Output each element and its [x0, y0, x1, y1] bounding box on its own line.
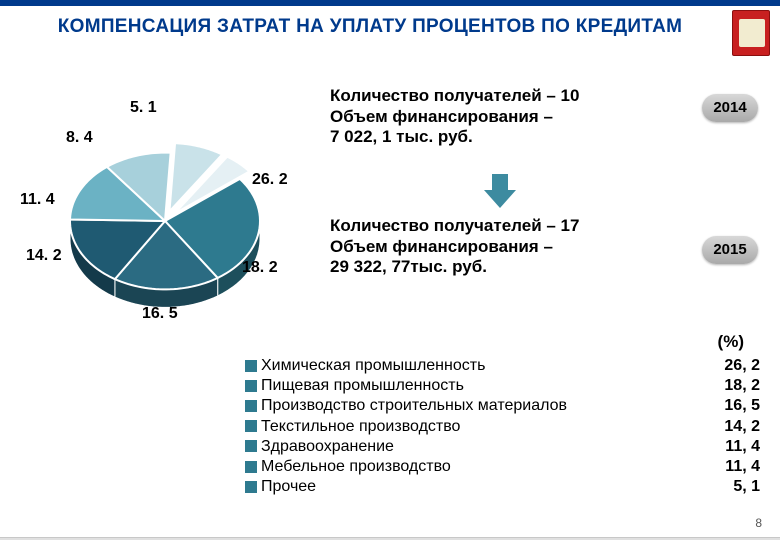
- legend-bullet-icon: [245, 360, 257, 372]
- stat-line: 7 022, 1 тыс. руб.: [330, 127, 579, 148]
- legend-item: Пищевая промышленность: [245, 376, 567, 395]
- legend-label: Пищевая промышленность: [261, 376, 464, 395]
- stats-2014: Количество получателей – 10 Объем финанс…: [330, 86, 579, 148]
- percent-label: (%): [718, 332, 744, 352]
- legend-item: Мебельное производство: [245, 457, 567, 476]
- legend-list: Химическая промышленностьПищевая промышл…: [245, 356, 567, 497]
- legend: Химическая промышленностьПищевая промышл…: [245, 356, 760, 497]
- legend-value: 11, 4: [724, 437, 760, 456]
- pie-slice-label: 14. 2: [26, 246, 62, 265]
- legend-value: 26, 2: [724, 356, 760, 375]
- year-badge-2014: 2014: [702, 94, 758, 122]
- legend-item: Здравоохранение: [245, 437, 567, 456]
- stat-line: Объем финансирования –: [330, 237, 579, 258]
- page-title: КОМПЕНСАЦИЯ ЗАТРАТ НА УПЛАТУ ПРОЦЕНТОВ П…: [20, 16, 720, 39]
- legend-label: Текстильное производство: [261, 417, 460, 436]
- stat-line: Количество получателей – 10: [330, 86, 579, 107]
- stat-line: Количество получателей – 17: [330, 216, 579, 237]
- stats-2015: Количество получателей – 17 Объем финанс…: [330, 216, 579, 278]
- legend-value: 11, 4: [724, 457, 760, 476]
- pie-slice-label: 16. 5: [142, 304, 178, 323]
- page-number: 8: [755, 516, 762, 530]
- legend-bullet-icon: [245, 461, 257, 473]
- legend-item: Производство строительных материалов: [245, 396, 567, 415]
- legend-bullet-icon: [245, 481, 257, 493]
- stat-line: 29 322, 77тыс. руб.: [330, 257, 579, 278]
- pie-slice-label: 26. 2: [252, 170, 288, 189]
- legend-bullet-icon: [245, 440, 257, 452]
- legend-bullet-icon: [245, 420, 257, 432]
- legend-label: Мебельное производство: [261, 457, 451, 476]
- legend-value: 18, 2: [724, 376, 760, 395]
- legend-value: 5, 1: [724, 477, 760, 496]
- pie-slice-label: 18. 2: [242, 258, 278, 277]
- legend-bullet-icon: [245, 380, 257, 392]
- legend-values: 26, 218, 216, 514, 211, 411, 45, 1: [724, 356, 760, 497]
- pie-slice-label: 5. 1: [130, 98, 157, 117]
- legend-label: Прочее: [261, 477, 316, 496]
- year-badge-2015: 2015: [702, 236, 758, 264]
- emblem-icon: [732, 10, 770, 56]
- header: КОМПЕНСАЦИЯ ЗАТРАТ НА УПЛАТУ ПРОЦЕНТОВ П…: [0, 6, 780, 49]
- legend-item: Прочее: [245, 477, 567, 496]
- stat-line: Объем финансирования –: [330, 107, 579, 128]
- down-arrow-icon: [480, 170, 520, 210]
- legend-item: Текстильное производство: [245, 417, 567, 436]
- legend-value: 16, 5: [724, 396, 760, 415]
- legend-label: Химическая промышленность: [261, 356, 485, 375]
- pie-slice-label: 8. 4: [66, 128, 93, 147]
- legend-bullet-icon: [245, 400, 257, 412]
- legend-item: Химическая промышленность: [245, 356, 567, 375]
- content: 26. 2 18. 2 16. 5 14. 2 11. 4 8. 4 5. 1 Количе…: [0, 56, 780, 540]
- legend-label: Производство строительных материалов: [261, 396, 567, 415]
- pie-chart: 26. 2 18. 2 16. 5 14. 2 11. 4 8. 4 5. 1: [20, 86, 320, 346]
- legend-label: Здравоохранение: [261, 437, 394, 456]
- pie-slice-label: 11. 4: [20, 190, 55, 209]
- legend-value: 14, 2: [724, 417, 760, 436]
